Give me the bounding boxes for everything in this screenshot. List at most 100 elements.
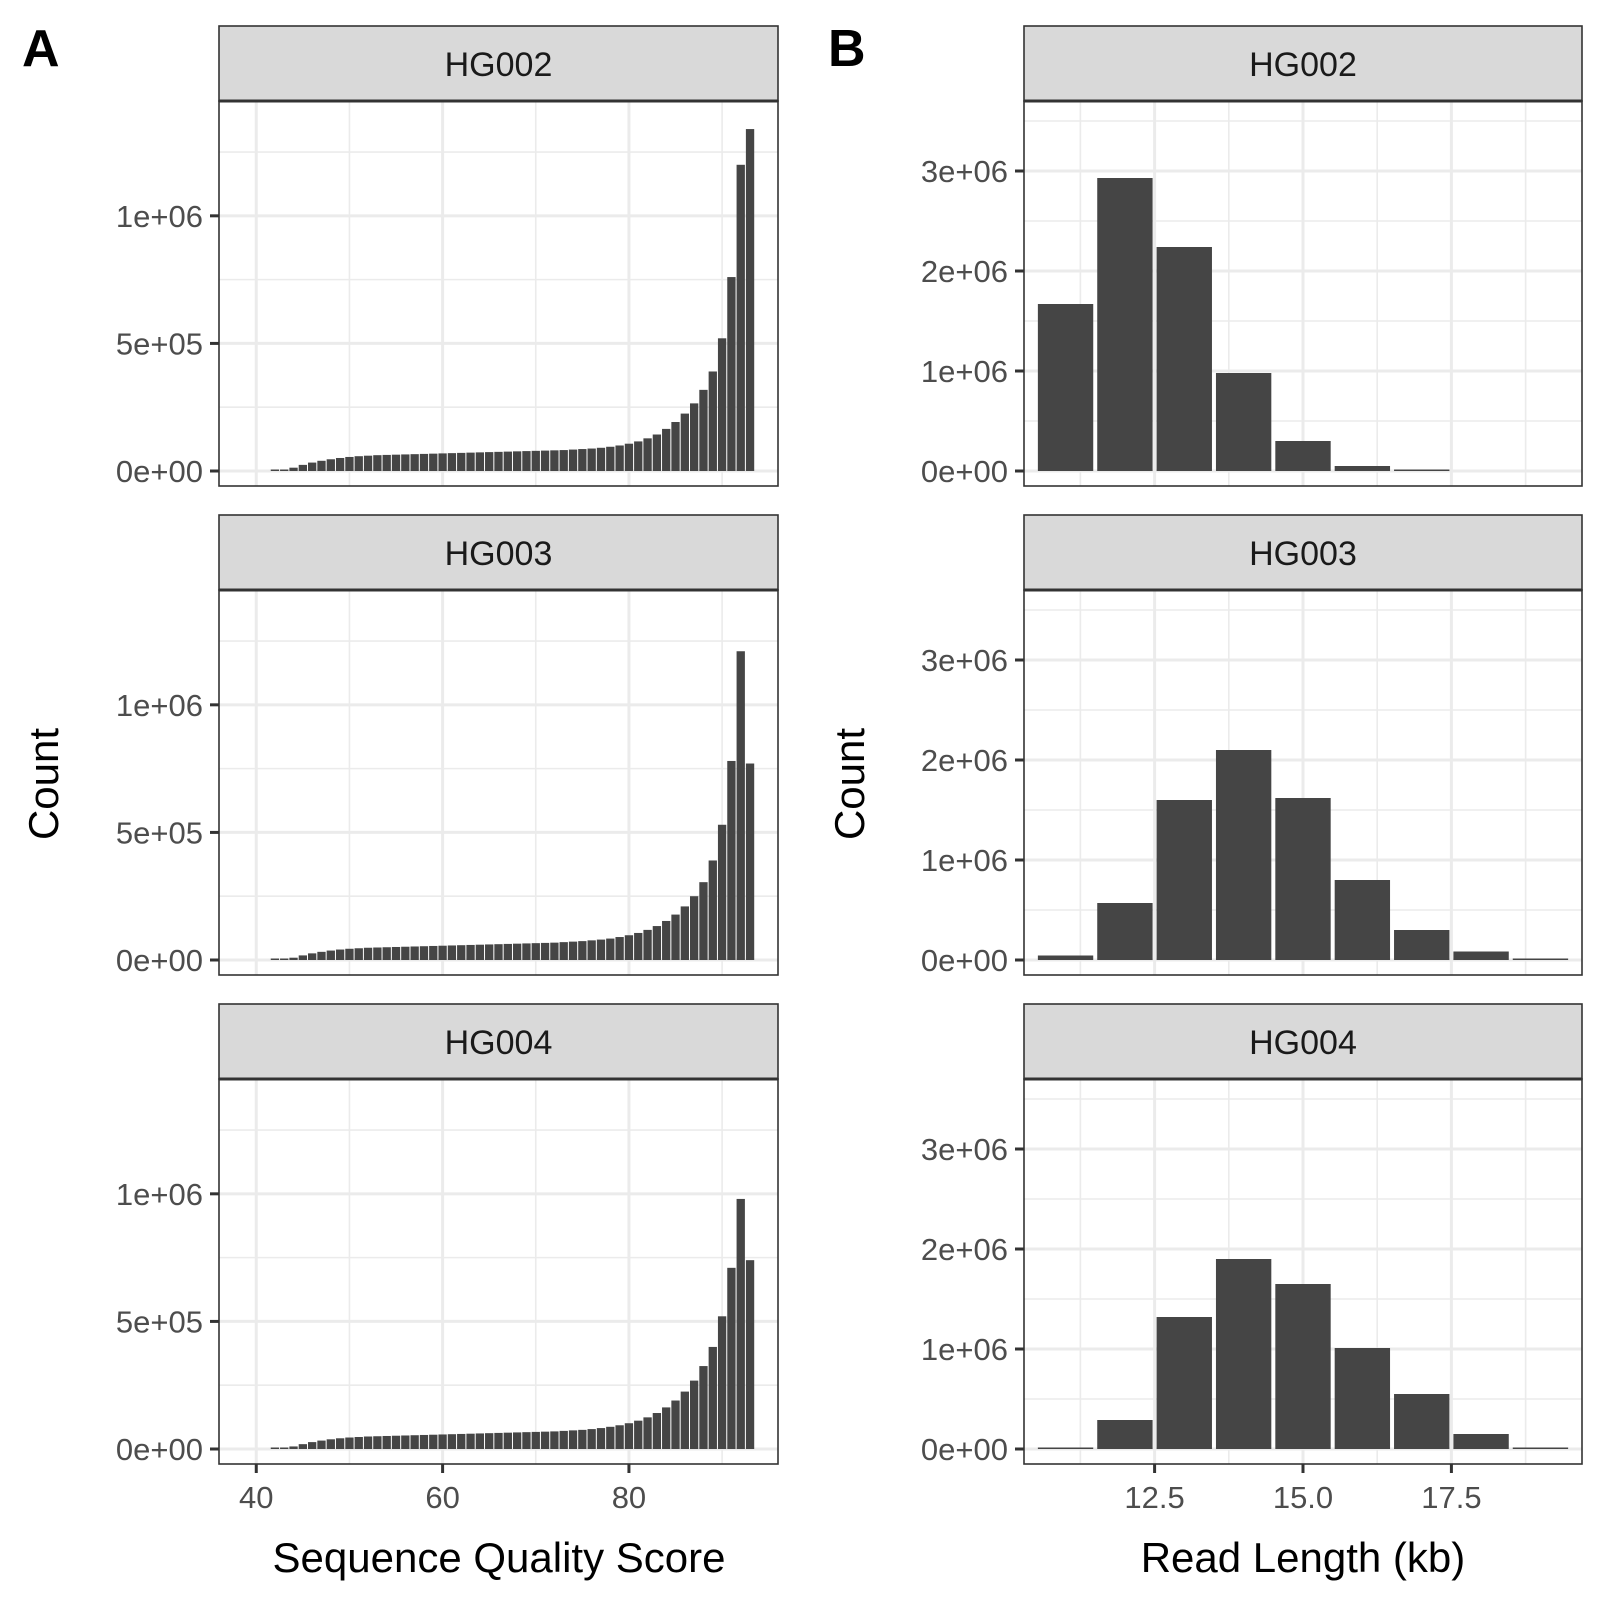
- bar: [671, 1400, 680, 1449]
- bar: [1037, 1447, 1094, 1449]
- bar: [1156, 800, 1212, 960]
- bar: [736, 1198, 745, 1449]
- bar: [391, 1435, 401, 1449]
- bar: [596, 447, 606, 471]
- bar: [512, 943, 522, 960]
- bar: [689, 1380, 699, 1449]
- bar: [410, 1435, 419, 1449]
- bar: [363, 1436, 373, 1449]
- bar: [624, 935, 634, 960]
- bar: [289, 957, 298, 960]
- bar: [410, 454, 419, 471]
- bar: [345, 456, 354, 471]
- bar: [494, 451, 503, 471]
- bar: [363, 947, 373, 960]
- y-tick-label: 5e+05: [116, 1304, 203, 1339]
- bar: [1215, 1259, 1272, 1449]
- bar: [540, 1431, 550, 1449]
- facet-strip-label: HG003: [445, 535, 553, 573]
- bar: [1275, 441, 1331, 471]
- bar: [708, 1346, 717, 1449]
- bar: [559, 450, 568, 471]
- bar: [345, 948, 354, 960]
- bar: [270, 958, 280, 960]
- bar: [1156, 247, 1212, 471]
- bar: [1215, 373, 1272, 471]
- bar: [1215, 750, 1272, 960]
- y-tick-label: 0e+00: [116, 454, 203, 489]
- bar: [1334, 1348, 1391, 1449]
- y-tick-label: 2e+06: [921, 1232, 1008, 1267]
- panel-a-x-axis-title: Sequence Quality Score: [273, 1534, 726, 1581]
- bar: [475, 1433, 485, 1449]
- bar: [568, 1430, 578, 1449]
- bar: [736, 651, 745, 960]
- bar: [578, 941, 587, 960]
- facet-strip: [1023, 25, 1583, 102]
- bar: [1394, 930, 1450, 960]
- bar: [643, 929, 652, 960]
- bar: [587, 1429, 596, 1449]
- panel-b-facet-hg002: HG002 0e+00 1e+06 2e+06 3e+06: [921, 25, 1583, 489]
- bar: [308, 1442, 317, 1449]
- bar: [391, 946, 401, 960]
- bar: [615, 445, 624, 471]
- bar: [382, 947, 391, 960]
- bar: [354, 456, 363, 471]
- bar: [727, 277, 736, 471]
- bar: [503, 1432, 512, 1449]
- bar: [727, 1267, 736, 1449]
- bar: [689, 403, 699, 471]
- bar: [298, 1444, 308, 1449]
- bar: [419, 1434, 429, 1449]
- x-tick-label: 80: [612, 1480, 646, 1515]
- bar: [1512, 1447, 1569, 1449]
- bar: [606, 446, 615, 471]
- bar: [485, 452, 494, 471]
- bar: [652, 1413, 662, 1449]
- bar: [438, 453, 447, 471]
- y-tick-label: 0e+00: [921, 454, 1008, 489]
- bar: [522, 943, 531, 960]
- bar: [475, 452, 485, 471]
- bar: [326, 459, 335, 471]
- bar: [680, 1391, 689, 1449]
- bar: [298, 955, 308, 960]
- bar: [662, 920, 671, 960]
- bar: [587, 940, 596, 960]
- bar: [745, 763, 755, 960]
- bar: [699, 1366, 708, 1449]
- bar: [317, 1440, 326, 1449]
- bar: [736, 164, 745, 472]
- bar: [634, 932, 643, 960]
- bar: [447, 1434, 457, 1449]
- bar: [522, 1432, 531, 1449]
- bar: [429, 945, 438, 960]
- bar: [391, 454, 401, 471]
- bar: [615, 937, 624, 960]
- bar: [634, 1420, 643, 1449]
- bar: [308, 462, 317, 471]
- bar: [280, 958, 289, 960]
- bar: [634, 441, 643, 471]
- bar: [419, 946, 429, 960]
- bar: [466, 1433, 475, 1449]
- bar: [606, 1426, 615, 1449]
- bar: [568, 449, 578, 471]
- bar: [410, 946, 419, 960]
- bar: [494, 944, 503, 960]
- panel-a-facet-hg003: HG003 0e+00 5e+05 1e+06: [116, 514, 779, 978]
- bar: [652, 926, 662, 960]
- bar: [475, 944, 485, 960]
- bar: [270, 1447, 280, 1449]
- bar: [662, 1407, 671, 1449]
- bar: [606, 938, 615, 960]
- bar: [1453, 1434, 1509, 1449]
- panel-b-facet-hg004: HG004 0e+00 1e+06 2e+06 3e+06 12.5 15.0 17.5: [921, 1003, 1583, 1515]
- bar: [550, 1431, 559, 1449]
- y-tick-label: 5e+05: [116, 815, 203, 850]
- bar: [1394, 469, 1450, 471]
- facet-strip-label: HG004: [1249, 1024, 1357, 1062]
- bar: [512, 451, 522, 471]
- bar: [373, 947, 382, 960]
